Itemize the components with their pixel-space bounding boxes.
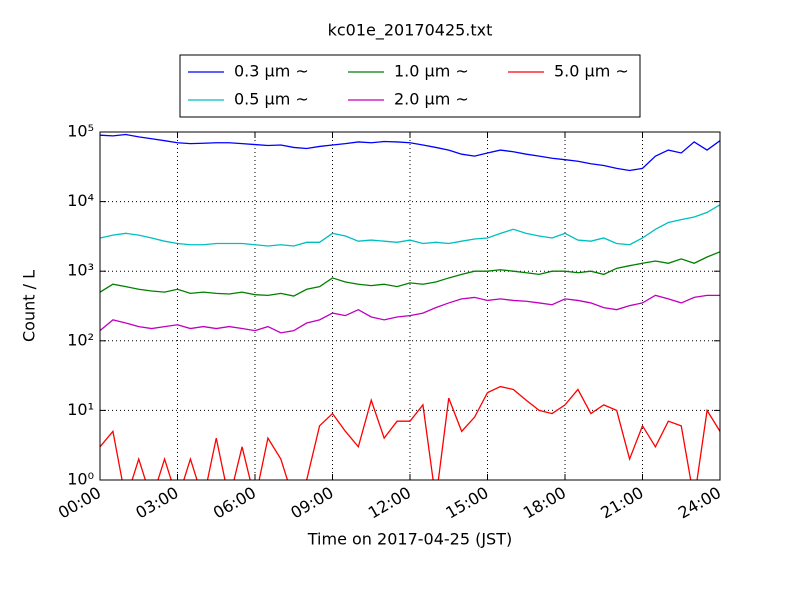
data-line (100, 251, 720, 297)
x-tick-label: 24:00 (675, 483, 724, 523)
data-line (100, 385, 720, 480)
x-tick-label: 00:00 (55, 483, 104, 523)
plot-frame (99, 131, 721, 481)
legend-label: 2.0 μm ~ (394, 90, 469, 109)
legend-label: 0.3 μm ~ (234, 62, 309, 81)
legend-box (179, 54, 641, 118)
x-tick-label: 15:00 (442, 483, 491, 523)
x-tick-label: 18:00 (520, 483, 569, 523)
legend: 0.3 μm ~ 0.5 μm ~ 1.0 μm ~ 2.0 μm ~ 5.0 μm ~ (179, 54, 641, 118)
legend-label: 0.5 μm ~ (234, 90, 309, 109)
x-tick-label: 03:00 (132, 483, 181, 523)
x-tick-label: 06:00 (210, 483, 259, 523)
y-tick-label: 10⁴ (67, 191, 94, 210)
y-tick-label: 10² (67, 330, 94, 349)
y-tick-label: 10⁰ (67, 470, 94, 489)
y-axis-label: Count / L (20, 270, 39, 342)
y-tick-label: 10⁵ (67, 122, 94, 141)
data-line (100, 204, 720, 247)
x-tick-label: 12:00 (365, 483, 414, 523)
x-tick-label: 09:00 (287, 483, 336, 523)
legend-label: 1.0 μm ~ (394, 62, 469, 81)
x-axis-label: Time on 2017-04-25 (JST) (307, 530, 512, 549)
y-tick-label: 10³ (67, 261, 94, 280)
x-tick-label: 21:00 (597, 483, 646, 523)
y-tick-label: 10¹ (67, 400, 94, 419)
legend-label: 5.0 μm ~ (554, 62, 629, 81)
plot-lines (100, 133, 720, 480)
data-line (100, 294, 720, 334)
data-line (100, 133, 720, 172)
chart-title: kc01e_20170425.txt (328, 21, 493, 41)
